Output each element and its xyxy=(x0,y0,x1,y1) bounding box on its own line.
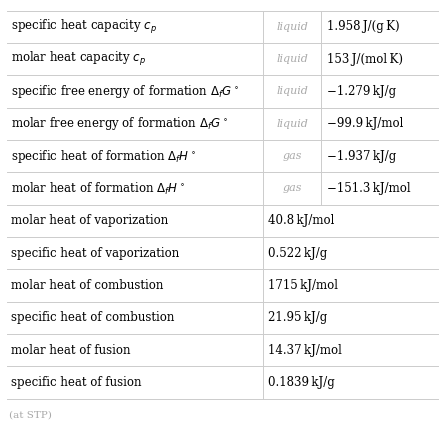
Text: 1715 kJ/mol: 1715 kJ/mol xyxy=(268,279,338,292)
Text: liquid: liquid xyxy=(276,119,308,129)
Text: specific heat of fusion: specific heat of fusion xyxy=(11,376,142,389)
Text: specific heat of combustion: specific heat of combustion xyxy=(11,311,174,324)
Text: −151.3 kJ/mol: −151.3 kJ/mol xyxy=(326,182,410,195)
Text: specific free energy of formation $\Delta_f G^\circ$: specific free energy of formation $\Delt… xyxy=(11,83,239,100)
Text: 153 J/(mol K): 153 J/(mol K) xyxy=(326,53,403,65)
Text: specific heat of vaporization: specific heat of vaporization xyxy=(11,246,179,260)
Text: 1.958 J/(g K): 1.958 J/(g K) xyxy=(326,20,399,33)
Text: −99.9 kJ/mol: −99.9 kJ/mol xyxy=(326,117,403,130)
Text: liquid: liquid xyxy=(276,54,308,64)
Text: gas: gas xyxy=(282,184,302,193)
Text: molar heat of vaporization: molar heat of vaporization xyxy=(11,214,168,227)
Text: −1.279 kJ/g: −1.279 kJ/g xyxy=(326,85,396,98)
Text: molar heat capacity $c_p$: molar heat capacity $c_p$ xyxy=(11,50,146,68)
Text: (at STP): (at STP) xyxy=(9,411,51,419)
Text: molar heat of fusion: molar heat of fusion xyxy=(11,344,131,357)
Text: liquid: liquid xyxy=(276,86,308,96)
Text: specific heat capacity $c_p$: specific heat capacity $c_p$ xyxy=(11,18,157,36)
Text: 0.1839 kJ/g: 0.1839 kJ/g xyxy=(268,376,335,389)
Text: molar free energy of formation $\Delta_f G^\circ$: molar free energy of formation $\Delta_f… xyxy=(11,115,228,132)
Text: 40.8 kJ/mol: 40.8 kJ/mol xyxy=(268,214,335,227)
Text: molar heat of formation $\Delta_f H^\circ$: molar heat of formation $\Delta_f H^\cir… xyxy=(11,181,185,196)
Text: specific heat of formation $\Delta_f H^\circ$: specific heat of formation $\Delta_f H^\… xyxy=(11,147,196,164)
Text: −1.937 kJ/g: −1.937 kJ/g xyxy=(326,150,396,163)
Text: molar heat of combustion: molar heat of combustion xyxy=(11,279,163,292)
Text: gas: gas xyxy=(282,151,302,161)
Text: 21.95 kJ/g: 21.95 kJ/g xyxy=(268,311,328,324)
Text: 14.37 kJ/mol: 14.37 kJ/mol xyxy=(268,344,342,357)
Text: liquid: liquid xyxy=(276,22,308,32)
Text: 0.522 kJ/g: 0.522 kJ/g xyxy=(268,246,328,260)
